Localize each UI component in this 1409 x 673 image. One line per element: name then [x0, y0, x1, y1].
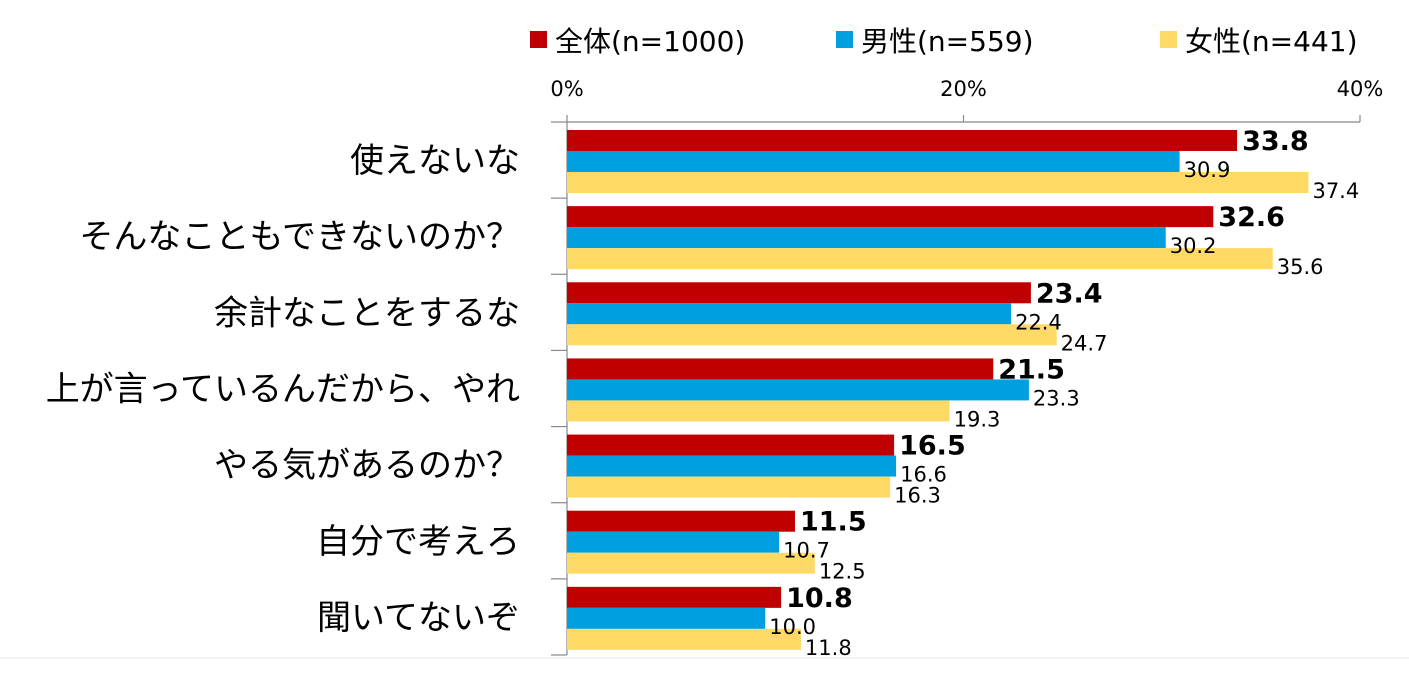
data-label: 10.7 [783, 539, 830, 563]
data-label: 19.3 [954, 407, 1001, 431]
bar [567, 628, 801, 650]
data-label: 16.5 [899, 431, 966, 462]
data-label: 10.0 [769, 615, 816, 639]
legend-swatch [1160, 31, 1177, 48]
bar [567, 455, 897, 477]
x-tick-label: 20% [940, 77, 987, 101]
category-label: 自分で考えろ [316, 522, 520, 562]
data-label: 30.2 [1170, 234, 1217, 258]
bar [567, 130, 1238, 151]
legend-label: 全体(n=1000) [555, 25, 745, 58]
bar [567, 172, 1309, 193]
legend-label: 女性(n=441) [1185, 25, 1358, 58]
x-tick-label: 40% [1337, 77, 1384, 101]
bar [567, 607, 766, 629]
bar [567, 282, 1031, 304]
data-labels: 33.8 30.9 37.4 32.630.2 35.6 23.422.424.721.5… [769, 126, 1359, 660]
legend-swatch [836, 31, 853, 48]
category-label: そんなこともできないのか？ [79, 217, 520, 257]
bar [567, 434, 895, 456]
bar [567, 510, 795, 532]
bar [567, 379, 1029, 401]
category-label: 上が言っているんだから、やれ [46, 370, 520, 410]
legend: 全体(n=1000) 男性(n=559) 女性(n=441) [530, 25, 1358, 58]
data-label: 33.8 [1242, 126, 1309, 157]
data-label: 37.4 [1312, 179, 1359, 203]
bar [567, 358, 994, 380]
data-label: 16.3 [894, 484, 941, 508]
data-label: 21.5 [998, 354, 1065, 385]
category-label: 余計なことをするな [214, 293, 520, 333]
bar [567, 227, 1166, 249]
bars [567, 130, 1309, 650]
data-label: 16.6 [900, 463, 947, 487]
category-label: 聞いてないぞ [317, 598, 520, 638]
data-label: 35.6 [1277, 255, 1324, 279]
bar [567, 476, 891, 498]
data-label: 32.6 [1218, 202, 1285, 233]
bar [567, 400, 950, 422]
bar [567, 248, 1273, 270]
x-tick-label: 0% [550, 77, 583, 101]
bar [567, 303, 1012, 325]
bar [567, 206, 1214, 228]
bar [567, 531, 780, 553]
legend-label: 男性(n=559) [861, 25, 1034, 58]
data-label: 30.9 [1184, 158, 1231, 182]
bar [567, 324, 1057, 346]
category-label: 使えないな [350, 141, 520, 181]
category-label: やる気があるのか？ [214, 446, 520, 486]
bar [567, 586, 782, 608]
data-label: 24.7 [1061, 331, 1108, 355]
data-label: 23.4 [1036, 278, 1103, 309]
legend-swatch [530, 31, 547, 48]
bar [567, 552, 815, 574]
data-label: 11.5 [800, 507, 867, 538]
data-label: 11.8 [805, 636, 852, 660]
data-label: 10.8 [786, 583, 853, 614]
data-label: 12.5 [819, 560, 866, 584]
data-label: 22.4 [1015, 310, 1062, 334]
data-label: 23.3 [1033, 386, 1080, 410]
bar [567, 151, 1180, 172]
